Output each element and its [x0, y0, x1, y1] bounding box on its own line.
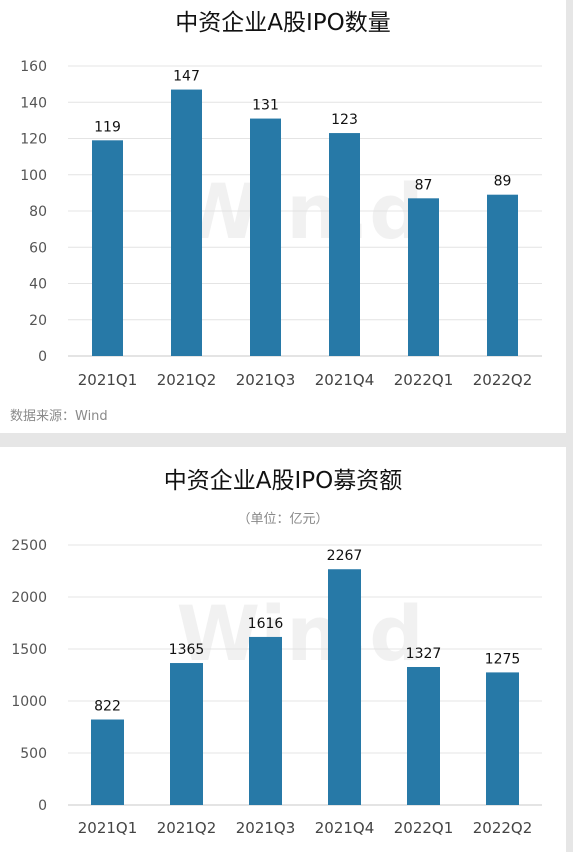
data-label-2022Q1: 87	[415, 177, 433, 193]
data-label-2022Q2: 1275	[485, 651, 521, 667]
category-label-2021Q2: 2021Q2	[157, 371, 217, 389]
data-label-2022Q2: 89	[494, 174, 512, 190]
category-label-2021Q2: 2021Q2	[157, 819, 217, 837]
category-label-2021Q4: 2021Q4	[315, 819, 375, 837]
data-label-2021Q4: 123	[331, 112, 358, 128]
y-tick-label: 160	[20, 59, 47, 75]
y-tick-label: 0	[38, 349, 47, 365]
source-note: 数据来源：Wind	[10, 409, 108, 424]
bar-2021Q3	[250, 118, 281, 356]
data-label-2022Q1: 1327	[406, 646, 442, 662]
y-tick-label: 40	[29, 277, 47, 293]
category-label-2021Q3: 2021Q3	[236, 819, 296, 837]
data-label-2021Q2: 1365	[169, 642, 205, 658]
y-tick-label: 20	[29, 313, 47, 329]
y-tick-label: 100	[20, 168, 47, 184]
y-tick-label: 140	[20, 95, 47, 111]
bar-2021Q2	[170, 663, 203, 805]
bar-2021Q1	[92, 140, 123, 356]
data-label-2021Q3: 1616	[248, 616, 284, 632]
category-label-2021Q1: 2021Q1	[78, 819, 138, 837]
category-label-2021Q4: 2021Q4	[315, 371, 375, 389]
bar-2021Q3	[249, 636, 282, 805]
category-label-2022Q2: 2022Q2	[473, 819, 533, 837]
bar-2021Q4	[328, 569, 361, 805]
category-label-2022Q2: 2022Q2	[473, 371, 533, 389]
data-label-2021Q3: 131	[252, 98, 279, 114]
data-label-2021Q1: 119	[94, 119, 121, 135]
y-tick-label: 2000	[11, 590, 47, 606]
y-tick-label: 120	[20, 132, 47, 148]
y-tick-label: 2500	[11, 538, 47, 554]
y-tick-label: 60	[29, 240, 47, 256]
watermark: Win.d	[176, 589, 423, 678]
y-tick-label: 1000	[11, 694, 47, 710]
category-label-2022Q1: 2022Q1	[394, 819, 454, 837]
bar-2022Q1	[407, 666, 440, 805]
chart-card-ipo-proceeds: Win.d 中资企业A股IPO募资额 （单位：亿元） 0 500 1000 1500 2…	[0, 447, 566, 852]
chart-card-ipo-count: Win.d 中资企业A股IPO数量 0 20 40 60 80 100 120 140 160 …	[0, 0, 566, 433]
data-label-2021Q2: 147	[173, 69, 200, 85]
bar-2021Q2	[171, 89, 202, 356]
ipo-proceeds-chart: Win.d 中资企业A股IPO募资额 （单位：亿元） 0 500 1000 1500 2…	[11, 468, 542, 837]
y-tick-label: 80	[29, 204, 47, 220]
y-tick-label: 0	[38, 798, 47, 814]
data-label-2021Q4: 2267	[327, 548, 363, 564]
category-label-2022Q1: 2022Q1	[394, 371, 454, 389]
y-tick-label: 500	[20, 746, 47, 762]
ipo-count-chart: Win.d 中资企业A股IPO数量 020406080100120140160 …	[10, 10, 542, 424]
y-tick-label: 1500	[11, 642, 47, 658]
chart-title: 中资企业A股IPO募资额	[164, 468, 403, 494]
bar-2022Q2	[486, 672, 519, 805]
chart-subtitle: （单位：亿元）	[237, 512, 328, 527]
data-label-2021Q1: 822	[94, 699, 121, 715]
category-label-2021Q3: 2021Q3	[236, 371, 296, 389]
bar-2021Q1	[91, 719, 124, 805]
bar-2022Q1	[408, 198, 439, 356]
bar-2022Q2	[487, 194, 518, 356]
category-label-2021Q1: 2021Q1	[78, 371, 138, 389]
chart-title: 中资企业A股IPO数量	[175, 10, 391, 36]
bar-2021Q4	[329, 133, 360, 356]
